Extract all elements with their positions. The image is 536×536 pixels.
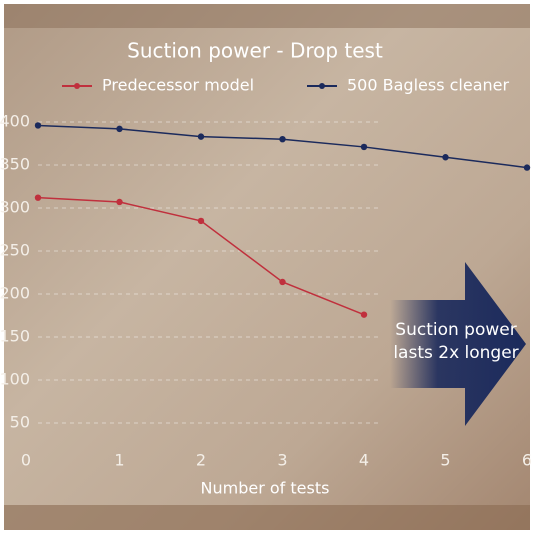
data-point bbox=[116, 125, 123, 133]
data-point bbox=[116, 198, 123, 206]
wood-strip bbox=[4, 4, 530, 28]
y-tick-label: 150 bbox=[0, 327, 30, 346]
y-tick-label: 250 bbox=[0, 241, 30, 260]
legend-marker bbox=[74, 83, 80, 89]
legend-label: Predecessor model bbox=[102, 76, 254, 95]
data-point bbox=[442, 154, 449, 161]
data-point bbox=[360, 311, 368, 318]
legend-label: 500 Bagless cleaner bbox=[347, 76, 509, 95]
data-point bbox=[34, 194, 42, 201]
arrow bbox=[390, 262, 526, 426]
data-point bbox=[197, 133, 205, 140]
x-tick-label: 5 bbox=[440, 451, 450, 470]
x-axis-label: Number of tests bbox=[201, 479, 330, 498]
wood-strip bbox=[4, 505, 530, 530]
data-point bbox=[523, 164, 531, 171]
y-tick-label: 200 bbox=[0, 284, 30, 303]
data-point bbox=[279, 278, 286, 286]
y-tick-label: 300 bbox=[0, 198, 30, 217]
data-point bbox=[279, 136, 286, 143]
x-tick-label: 1 bbox=[114, 451, 124, 470]
x-tick-label: 2 bbox=[196, 451, 206, 470]
x-tick-label: 3 bbox=[277, 451, 287, 470]
data-point bbox=[197, 217, 205, 225]
annotation: Suction power bbox=[395, 320, 516, 340]
y-tick-label: 400 bbox=[0, 112, 30, 131]
background bbox=[4, 4, 530, 530]
legend-marker bbox=[319, 83, 325, 89]
x-tick-label: 0 bbox=[21, 451, 31, 470]
annotation: lasts 2x longer bbox=[393, 343, 518, 363]
x-tick-label: 4 bbox=[359, 451, 369, 470]
y-tick-label: 350 bbox=[0, 155, 30, 174]
x-tick-label: 6 bbox=[522, 451, 532, 470]
y-tick-label: 100 bbox=[0, 370, 30, 389]
chart-title: Suction power - Drop test bbox=[127, 39, 383, 63]
data-point bbox=[360, 143, 368, 151]
y-tick-label: 50 bbox=[10, 413, 30, 432]
data-point bbox=[34, 122, 42, 129]
